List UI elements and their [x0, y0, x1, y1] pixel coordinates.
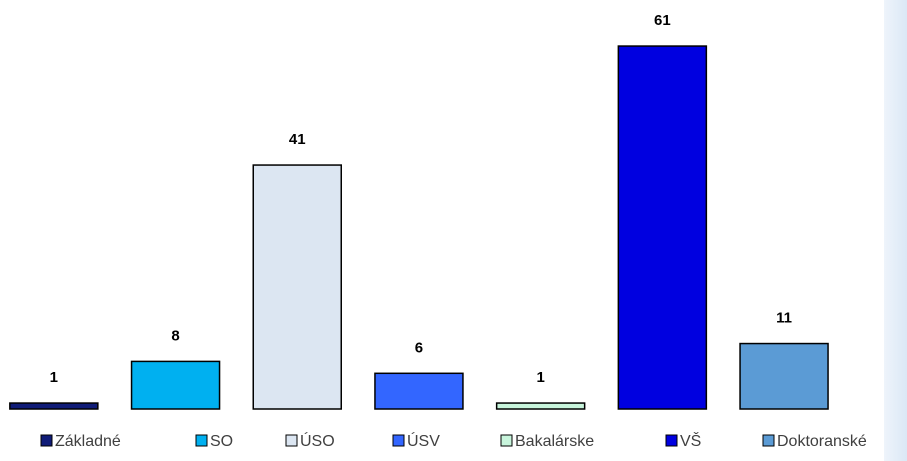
bar [130, 360, 221, 410]
legend-swatch [285, 434, 298, 447]
background-strip [884, 0, 907, 461]
bar [9, 402, 99, 410]
legend-swatch [500, 434, 513, 447]
data-label: 1 [50, 369, 58, 386]
data-label: 1 [536, 369, 544, 386]
legend-label: ÚSO [300, 431, 335, 450]
legend-label: Doktoranské [777, 433, 867, 450]
legend-label: ÚSV [407, 431, 440, 450]
data-label: 41 [289, 131, 306, 148]
data-label: 6 [415, 339, 423, 356]
legend-swatch [665, 434, 678, 447]
legend-swatch [40, 434, 53, 447]
data-label: 8 [171, 327, 179, 344]
legend-label: SO [210, 433, 233, 450]
bar [495, 402, 586, 410]
legend-label: Bakalárske [515, 433, 594, 450]
bar [252, 164, 342, 410]
legend-label: VŠ [680, 431, 701, 450]
legend-swatch [195, 434, 208, 447]
bar [739, 342, 829, 410]
legend-label: Základné [55, 433, 121, 450]
data-label: 61 [654, 12, 671, 29]
legend-swatch [392, 434, 405, 447]
bar [374, 372, 464, 410]
legend-swatch [762, 434, 775, 447]
data-label: 11 [776, 310, 792, 327]
bar [617, 45, 708, 410]
